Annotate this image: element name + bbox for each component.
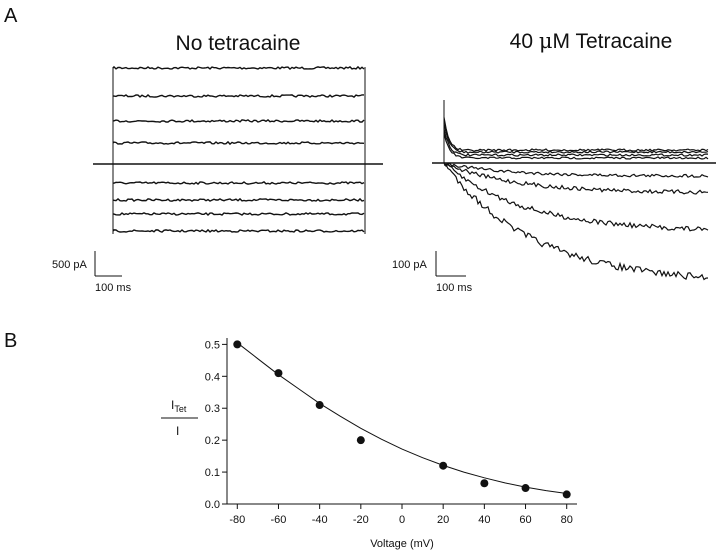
y-tick-label: 0.0 (205, 499, 220, 511)
left-trace (112, 197, 365, 202)
right-scale-current-label: 100 pA (392, 259, 428, 271)
left-trace (112, 65, 365, 71)
data-point (233, 340, 242, 349)
right-trace (443, 162, 709, 232)
y-ticks: 0.0 0.1 0.2 0.3 0.4 0.5 (205, 339, 227, 511)
y-tick-label: 0.2 (205, 435, 220, 447)
data-point (439, 461, 448, 470)
x-tick-label: 0 (399, 514, 405, 526)
y-axis-title-denominator: I (176, 424, 179, 438)
left-trace-title: No tetracaine (176, 32, 301, 55)
right-trace-lines (443, 117, 709, 281)
y-tick-label: 0.1 (205, 467, 220, 479)
right-trace (443, 164, 709, 281)
right-trace-title: 40 μM Tetracaine (510, 29, 673, 53)
data-point (521, 484, 530, 493)
right-trace (443, 123, 709, 154)
left-trace (112, 228, 365, 233)
y-tick-label: 0.5 (205, 339, 220, 351)
left-scale-current-label: 500 pA (52, 259, 88, 271)
y-tick-label: 0.4 (205, 371, 220, 383)
data-points (233, 340, 571, 499)
x-tick-label: -60 (271, 514, 287, 526)
right-trace (443, 162, 709, 195)
panel-a-letter: A (4, 5, 18, 27)
data-point (356, 436, 365, 445)
left-trace-lines (112, 65, 365, 233)
x-tick-label: -40 (312, 514, 328, 526)
y-tick-label: 0.3 (205, 403, 220, 415)
chart: -80 -60 -40 -20 0 20 40 60 80 0.0 0.1 0.2 0.3 0.4 0.5… (205, 338, 577, 550)
left-trace (112, 140, 365, 146)
right-trace (443, 117, 709, 152)
x-tick-label: 20 (437, 514, 449, 526)
right-scale-time-label: 100 ms (436, 282, 473, 294)
left-trace (112, 94, 364, 98)
left-traces (93, 65, 383, 234)
data-point (480, 479, 489, 488)
y-axis-title-numerator: ITet (171, 398, 187, 414)
right-traces (432, 100, 716, 281)
x-tick-label: -20 (353, 514, 369, 526)
left-trace (112, 181, 365, 186)
right-trace (443, 162, 709, 178)
x-tick-label: 60 (519, 514, 531, 526)
left-trace (112, 212, 365, 216)
left-scale-bar: 500 pA 100 ms (52, 251, 132, 294)
panel-b-letter: B (4, 330, 17, 352)
left-trace (112, 119, 365, 123)
right-trace (443, 132, 709, 160)
x-ticks: -80 -60 -40 -20 0 20 40 60 80 (229, 504, 573, 526)
data-point (315, 401, 324, 410)
y-axis-title: ITet I (161, 398, 198, 438)
right-trace (443, 128, 709, 157)
x-axis-title: Voltage (mV) (370, 538, 434, 550)
left-scale-time-label: 100 ms (95, 282, 132, 294)
fit-curve (236, 342, 567, 494)
right-scale-bar: 100 pA 100 ms (392, 251, 473, 294)
data-point (274, 369, 283, 378)
x-tick-label: 80 (561, 514, 573, 526)
x-tick-label: -80 (229, 514, 245, 526)
x-tick-label: 40 (478, 514, 490, 526)
data-point (562, 490, 571, 499)
